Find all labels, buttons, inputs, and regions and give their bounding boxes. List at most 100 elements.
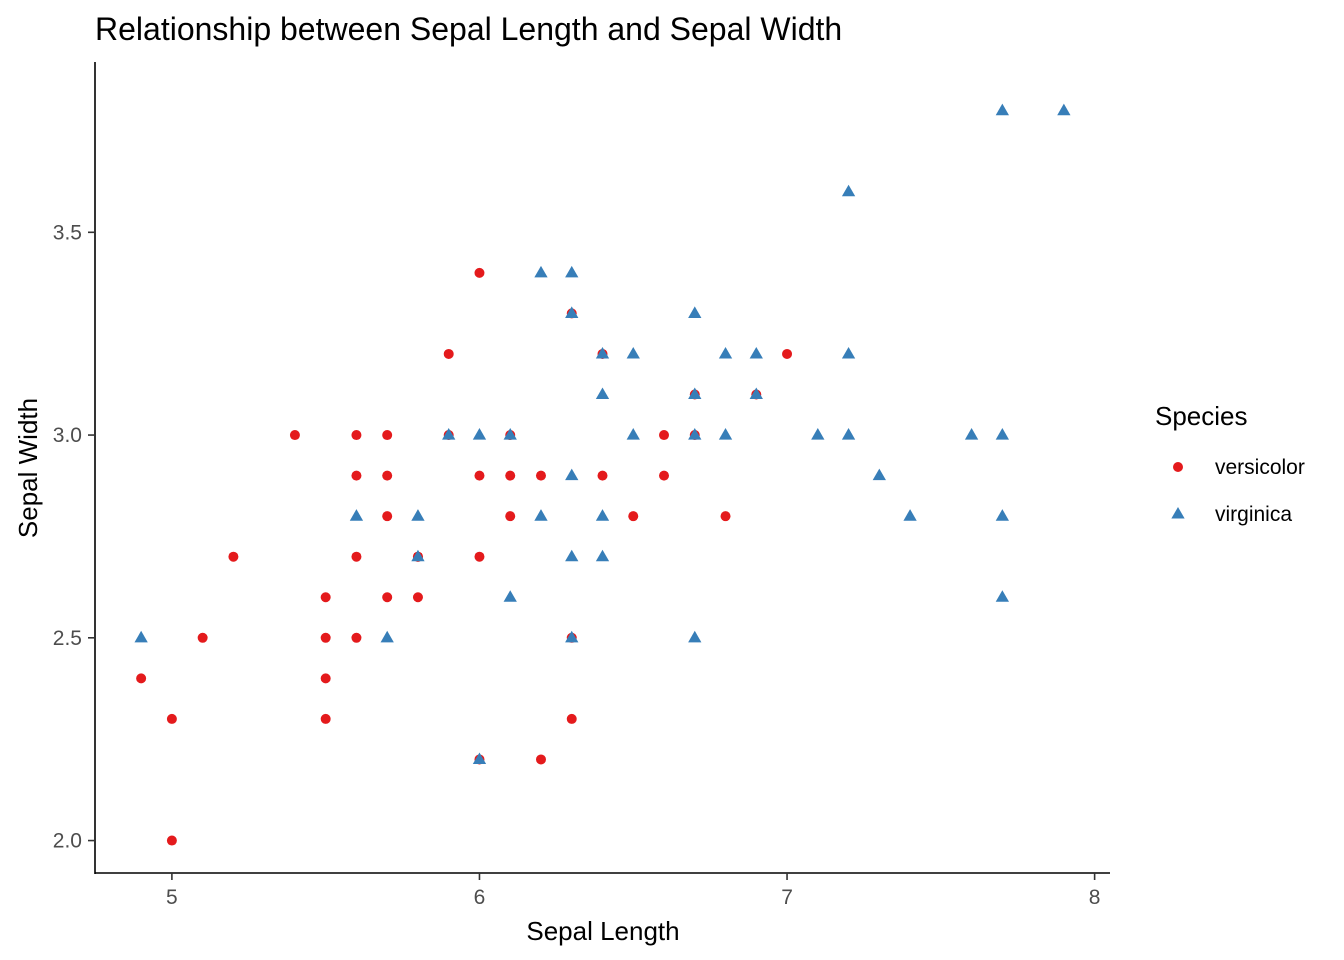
- data-point-virginica: [1057, 103, 1071, 116]
- data-point-versicolor: [382, 470, 393, 481]
- data-point-virginica: [841, 184, 856, 197]
- data-point-virginica: [718, 428, 733, 440]
- y-tick-label: 3.0: [53, 424, 82, 447]
- data-point-virginica: [595, 346, 610, 359]
- data-point-virginica: [964, 428, 979, 440]
- data-point-versicolor: [782, 348, 793, 359]
- y-tick-label: 3.5: [53, 221, 82, 244]
- data-point-versicolor: [443, 348, 454, 359]
- legend-key-versicolor: [1173, 462, 1183, 472]
- data-point-versicolor: [474, 551, 485, 562]
- x-tick-label: 8: [1089, 886, 1101, 909]
- x-axis-title: Sepal Length: [526, 916, 679, 946]
- data-point-virginica: [472, 428, 487, 440]
- data-point-versicolor: [320, 592, 331, 603]
- data-point-virginica: [503, 428, 517, 440]
- data-point-virginica: [903, 509, 917, 521]
- data-point-versicolor: [474, 267, 485, 278]
- data-point-virginica: [995, 509, 1009, 521]
- data-point-versicolor: [289, 430, 300, 441]
- data-point-virginica: [841, 346, 856, 359]
- data-point-virginica: [595, 387, 610, 400]
- data-point-virginica: [995, 590, 1009, 602]
- legend-title: Species: [1155, 401, 1248, 431]
- data-point-versicolor: [720, 511, 731, 522]
- data-point-virginica: [565, 468, 579, 481]
- data-point-virginica: [811, 428, 825, 440]
- data-point-versicolor: [351, 430, 362, 441]
- data-point-versicolor: [505, 511, 516, 522]
- data-point-versicolor: [382, 430, 393, 441]
- data-points: [134, 103, 1071, 846]
- legend-label-virginica: virginica: [1215, 503, 1292, 526]
- legend-label-versicolor: versicolor: [1215, 456, 1305, 479]
- chart-title: Relationship between Sepal Length and Se…: [95, 11, 842, 47]
- data-point-versicolor: [382, 592, 393, 603]
- data-point-versicolor: [228, 551, 239, 562]
- data-point-virginica: [565, 306, 579, 318]
- data-point-virginica: [565, 630, 579, 643]
- y-tick-label: 2.5: [53, 627, 82, 650]
- legend: Species versicolor virginica: [1155, 401, 1305, 526]
- data-point-virginica: [626, 346, 640, 359]
- data-point-virginica: [472, 752, 487, 765]
- data-point-versicolor: [566, 713, 577, 724]
- data-point-virginica: [688, 630, 702, 643]
- data-point-versicolor: [474, 470, 485, 481]
- data-point-virginica: [872, 468, 886, 481]
- data-point-virginica: [565, 549, 579, 562]
- data-point-virginica: [995, 103, 1009, 116]
- data-point-virginica: [503, 590, 517, 602]
- y-axis-ticks: 2.0 2.5 3.0 3.5: [53, 221, 95, 853]
- data-point-versicolor: [136, 673, 147, 684]
- data-point-virginica: [380, 630, 394, 643]
- data-point-versicolor: [628, 511, 639, 522]
- y-tick-label: 2.0: [53, 830, 82, 853]
- data-point-versicolor: [597, 470, 608, 481]
- data-point-virginica: [688, 428, 702, 440]
- data-point-virginica: [411, 549, 425, 562]
- data-point-versicolor: [382, 511, 393, 522]
- data-point-virginica: [442, 428, 456, 440]
- x-tick-label: 7: [781, 886, 793, 909]
- data-point-versicolor: [320, 673, 331, 684]
- data-point-versicolor: [166, 713, 177, 724]
- data-point-versicolor: [535, 754, 546, 765]
- data-point-versicolor: [197, 632, 208, 643]
- data-point-virginica: [534, 509, 548, 521]
- data-point-virginica: [718, 346, 733, 359]
- data-point-versicolor: [351, 470, 362, 481]
- data-point-versicolor: [320, 632, 331, 643]
- data-point-virginica: [134, 630, 148, 643]
- data-point-versicolor: [535, 470, 546, 481]
- x-axis-ticks: 5 6 7 8: [166, 873, 1100, 909]
- data-point-virginica: [841, 428, 856, 440]
- data-point-virginica: [626, 428, 640, 440]
- data-point-virginica: [534, 265, 548, 278]
- legend-key-virginica: [1171, 507, 1185, 519]
- data-point-versicolor: [412, 592, 423, 603]
- data-point-virginica: [595, 509, 610, 521]
- data-point-versicolor: [166, 835, 177, 846]
- data-point-virginica: [688, 306, 702, 318]
- data-point-virginica: [595, 549, 610, 562]
- data-point-virginica: [995, 428, 1009, 440]
- data-point-versicolor: [505, 470, 516, 481]
- x-tick-label: 6: [474, 886, 486, 909]
- data-point-versicolor: [659, 430, 670, 441]
- data-point-virginica: [349, 509, 364, 521]
- plot-area: 5 6 7 8 2.0 2.5 3.0 3.5: [53, 62, 1110, 909]
- y-axis-title: Sepal Width: [13, 398, 43, 538]
- data-point-virginica: [411, 509, 425, 521]
- legend-items: versicolor virginica: [1171, 456, 1305, 526]
- data-point-virginica: [688, 387, 702, 400]
- x-tick-label: 5: [166, 886, 178, 909]
- data-point-virginica: [749, 346, 763, 359]
- data-point-virginica: [565, 265, 579, 278]
- data-point-versicolor: [320, 713, 331, 724]
- data-point-versicolor: [351, 632, 362, 643]
- data-point-versicolor: [659, 470, 670, 481]
- data-point-versicolor: [351, 551, 362, 562]
- data-point-virginica: [749, 387, 763, 400]
